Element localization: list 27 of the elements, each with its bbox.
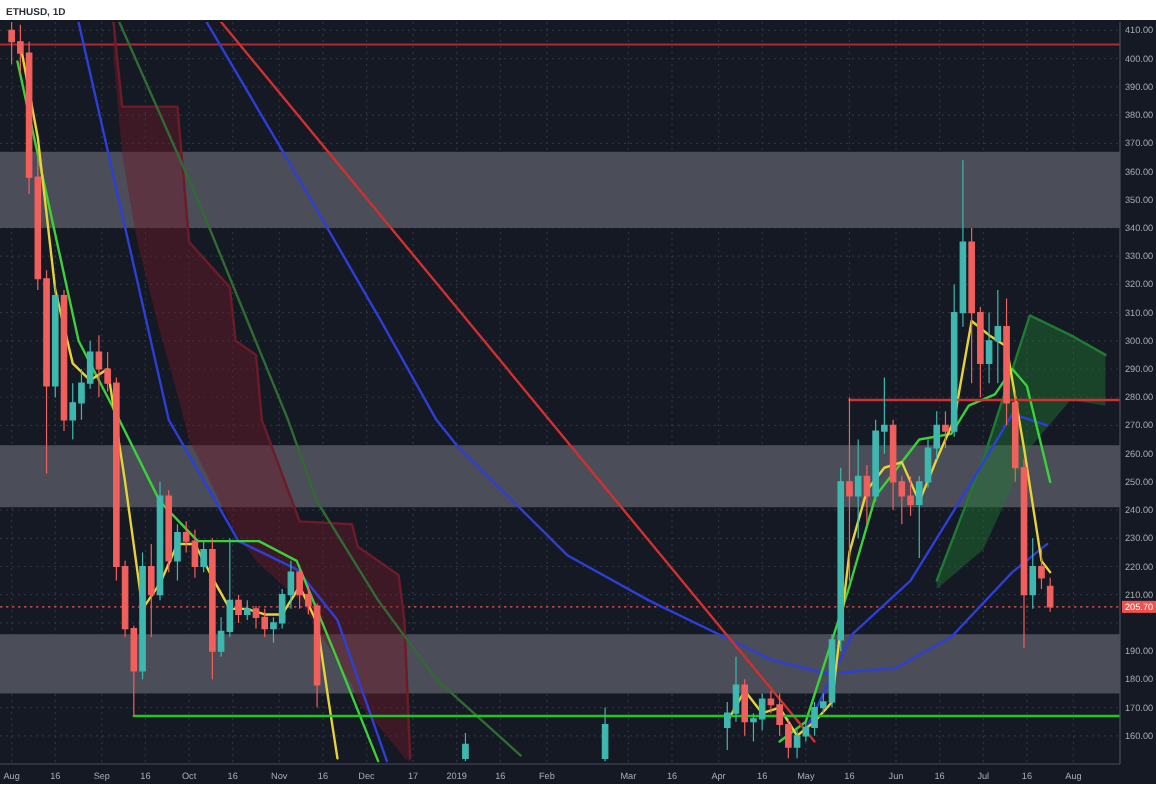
- candlestick: [209, 537, 216, 680]
- candlestick: [1029, 537, 1037, 610]
- candlestick: [793, 729, 801, 759]
- candlestick: [147, 543, 155, 638]
- candlestick: [252, 605, 260, 630]
- candlestick: [741, 678, 749, 737]
- candlestick: [1038, 548, 1045, 590]
- candlestick: [165, 489, 173, 573]
- candlestick: [846, 396, 853, 582]
- candlestick: [51, 283, 59, 398]
- candlestick: [191, 529, 199, 579]
- candlestick: [462, 732, 469, 762]
- candlestick: [942, 410, 949, 449]
- candlestick: [243, 599, 251, 621]
- line-series: [118, 22, 522, 757]
- candlestick: [994, 289, 1002, 384]
- candlestick: [1046, 577, 1054, 613]
- candlestick: [139, 551, 146, 680]
- candlestick: [174, 523, 181, 582]
- line-series: [205, 22, 1049, 675]
- candlestick: [235, 594, 242, 624]
- candlestick: [863, 464, 871, 525]
- candlestick: [200, 540, 207, 573]
- candlestick: [601, 706, 609, 762]
- candlestick: [261, 608, 269, 638]
- candlestick: [95, 334, 103, 398]
- candlestick: [854, 438, 862, 539]
